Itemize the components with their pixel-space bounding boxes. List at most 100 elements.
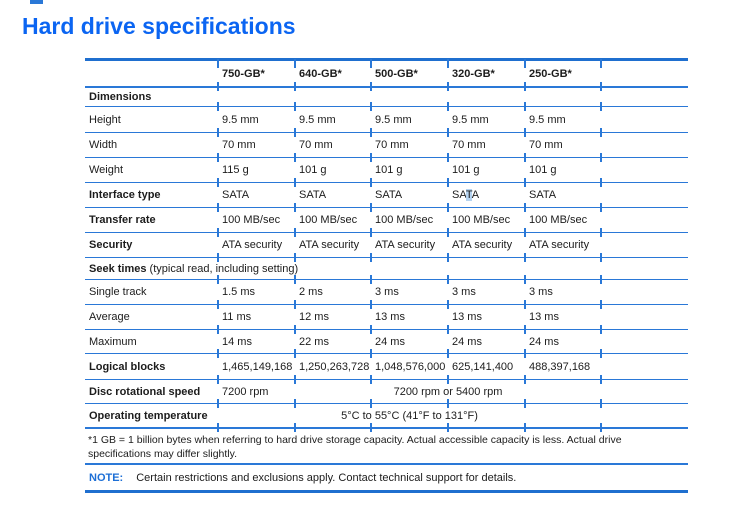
column-tick-mark	[600, 178, 602, 187]
spec-cell: 625,141,400	[452, 360, 514, 373]
row-label: Interface type	[89, 189, 161, 201]
spec-cell: 2 ms	[299, 286, 323, 298]
row-label: Operating temperature	[89, 409, 208, 422]
spec-cell: ATA security	[375, 239, 436, 251]
section-label: Dimensions	[89, 91, 152, 103]
spec-cell: ATA security	[222, 239, 283, 251]
column-tick-mark	[370, 325, 372, 334]
spec-cell: 13 ms	[529, 311, 559, 323]
page-edge-artifact	[30, 0, 43, 4]
spec-cell: SATA	[375, 189, 403, 201]
column-tick-mark	[600, 228, 602, 237]
spec-cell: 9.5 mm	[529, 113, 566, 126]
table-row-transfer-rate: Transfer rate 100 MB/sec 100 MB/sec 100 …	[85, 208, 688, 237]
column-tick-mark	[370, 275, 372, 284]
spec-cell: ATA security	[452, 239, 513, 251]
hard-drive-spec-table: 750-GB* 640-GB* 500-GB* 320-GB* 250-GB* …	[85, 58, 688, 493]
column-tick-mark	[370, 153, 372, 162]
table-row-operating-temperature: Operating temperature 5°C to 55°C (41°F …	[85, 404, 688, 432]
spec-cell: 24 ms	[375, 335, 405, 348]
column-tick-mark	[294, 399, 296, 408]
column-tick-mark	[370, 300, 372, 309]
column-header-320gb: 320-GB*	[452, 67, 495, 80]
spec-cell: 14 ms	[222, 335, 252, 348]
spec-cell: 3 ms	[375, 286, 399, 298]
spec-cell: 101 g	[529, 164, 557, 176]
column-tick-mark	[294, 178, 296, 187]
spec-cell: 70 mm	[222, 139, 256, 151]
selected-text: T	[465, 189, 472, 201]
column-tick-mark	[217, 275, 219, 284]
column-tick-mark	[524, 275, 526, 284]
row-label: Security	[89, 239, 133, 251]
spec-cell: 70 mm	[452, 139, 486, 151]
column-tick-mark	[524, 399, 526, 408]
column-tick-mark	[524, 253, 526, 262]
column-tick-mark	[600, 349, 602, 358]
column-tick-mark	[294, 349, 296, 358]
spec-cell: 101 g	[452, 164, 480, 176]
column-tick-mark	[217, 375, 219, 384]
table-row-height: Height 9.5 mm 9.5 mm 9.5 mm 9.5 mm 9.5 m…	[85, 107, 688, 137]
column-tick-mark	[600, 153, 602, 162]
column-tick-mark	[524, 300, 526, 309]
column-tick-mark	[524, 153, 526, 162]
spec-cell: 70 mm	[529, 139, 563, 151]
column-tick-mark	[447, 59, 449, 68]
column-tick-mark	[600, 59, 602, 68]
column-tick-mark	[447, 178, 449, 187]
column-tick-mark	[447, 253, 449, 262]
spec-cell: 1,250,263,728	[299, 360, 370, 373]
section-row-seek-times: Seek times (typical read, including sett…	[85, 258, 688, 284]
column-tick-mark	[370, 375, 372, 384]
spec-cell-spanned: 5°C to 55°C (41°F to 131°F)	[341, 409, 478, 422]
column-tick-mark	[524, 349, 526, 358]
note-line: NOTE: Certain restrictions and exclusions…	[85, 472, 688, 484]
column-tick-mark	[370, 178, 372, 187]
spec-cell: 1,048,576,000	[375, 360, 446, 373]
column-tick-mark	[217, 153, 219, 162]
column-tick-mark	[294, 253, 296, 262]
section-label-bold: Seek times	[89, 262, 147, 275]
column-tick-mark	[447, 153, 449, 162]
spec-cell: 11 ms	[222, 311, 252, 323]
row-label: Single track	[89, 286, 147, 298]
column-tick-mark	[447, 203, 449, 212]
spec-cell: 7200 rpm	[222, 385, 269, 398]
spec-cell: 100 MB/sec	[222, 214, 281, 226]
column-tick-mark	[370, 59, 372, 68]
column-tick-mark	[294, 102, 296, 111]
column-tick-mark	[370, 423, 372, 432]
table-row-interface-type: Interface type SATA SATA SATA SATA SATA	[85, 183, 688, 212]
table-row-maximum: Maximum 14 ms 22 ms 24 ms 24 ms 24 ms	[85, 330, 688, 358]
column-tick-mark	[447, 300, 449, 309]
column-tick-mark	[370, 228, 372, 237]
column-tick-mark	[217, 203, 219, 212]
spec-cell: 100 MB/sec	[452, 214, 511, 226]
column-tick-mark	[217, 325, 219, 334]
spec-cell: ATA security	[529, 239, 590, 251]
column-tick-mark	[370, 253, 372, 262]
column-tick-mark	[600, 203, 602, 212]
column-tick-mark	[447, 102, 449, 111]
row-label: Width	[89, 139, 118, 151]
footnote-text: *1 GB = 1 billion bytes when referring t…	[88, 434, 622, 460]
column-tick-mark	[600, 102, 602, 111]
row-label: Average	[89, 311, 130, 323]
column-tick-mark	[524, 178, 526, 187]
table-row-width: Width 70 mm 70 mm 70 mm 70 mm 70 mm	[85, 133, 688, 162]
spec-cell: 22 ms	[299, 335, 329, 348]
column-header-250gb: 250-GB*	[529, 67, 572, 80]
column-tick-mark	[294, 82, 296, 91]
column-tick-mark	[294, 275, 296, 284]
table-row-disc-rotational-speed: Disc rotational speed 7200 rpm 7200 rpm …	[85, 380, 688, 408]
column-tick-mark	[294, 228, 296, 237]
page-title: Hard drive specifications	[22, 13, 296, 39]
row-label: Height	[89, 113, 121, 126]
column-tick-mark	[294, 375, 296, 384]
column-tick-mark	[217, 300, 219, 309]
column-tick-mark	[524, 203, 526, 212]
column-tick-mark	[217, 59, 219, 68]
spec-cell: 100 MB/sec	[375, 214, 434, 226]
